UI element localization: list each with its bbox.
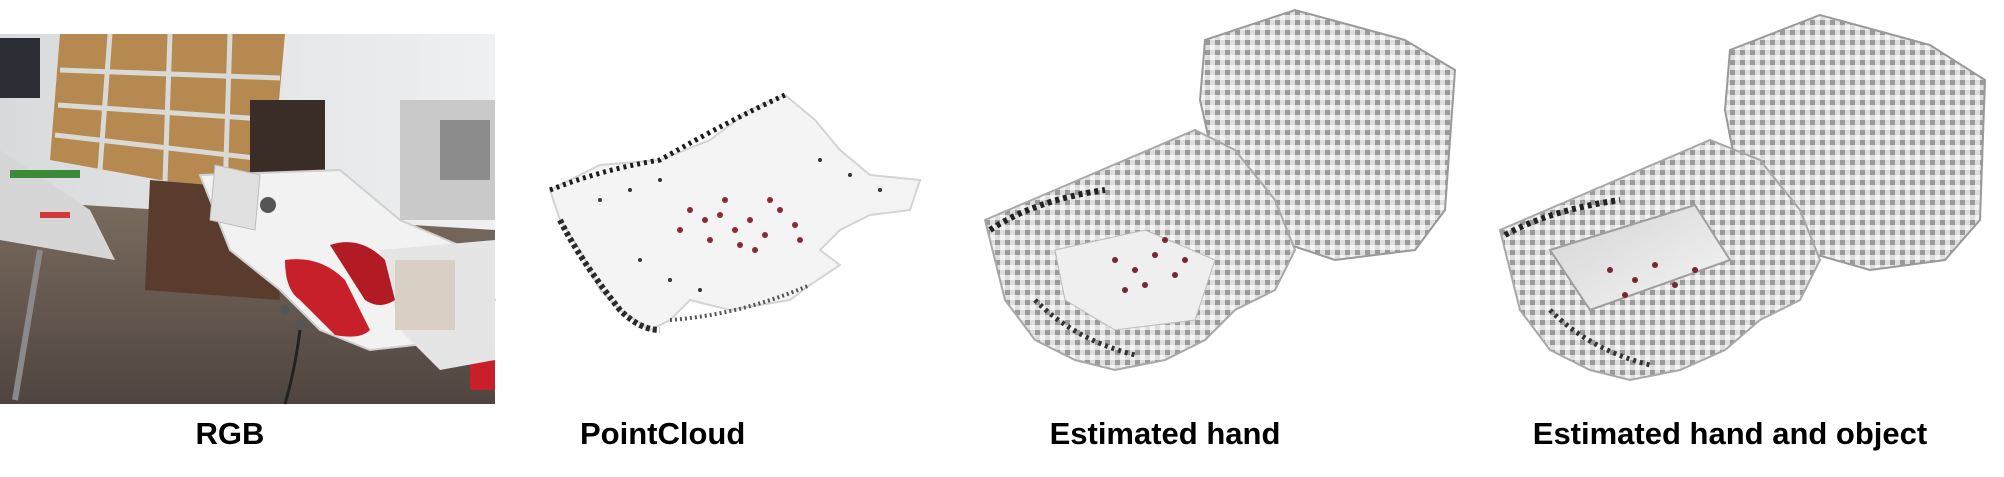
- voxel-hand-render: [983, 8, 1457, 372]
- panel-rgb: RGB: [0, 0, 500, 477]
- caption-estimated-hand: Estimated hand: [1049, 416, 1281, 451]
- voxel-hand-object-render: [1498, 13, 1987, 382]
- pointcloud-render: [548, 92, 922, 333]
- caption-rgb: RGB: [195, 416, 265, 451]
- caption-estimated-hand-and-object: Estimated hand and object: [1532, 416, 1928, 451]
- panel-pointcloud: PointCloud: [540, 0, 940, 477]
- rgb-photo-robot-hand-lab: [0, 33, 497, 405]
- panel-estimated-hand: Estimated hand: [975, 0, 1475, 477]
- caption-pointcloud: PointCloud: [580, 416, 746, 451]
- panel-estimated-hand-and-object: Estimated hand and object: [1490, 0, 2004, 477]
